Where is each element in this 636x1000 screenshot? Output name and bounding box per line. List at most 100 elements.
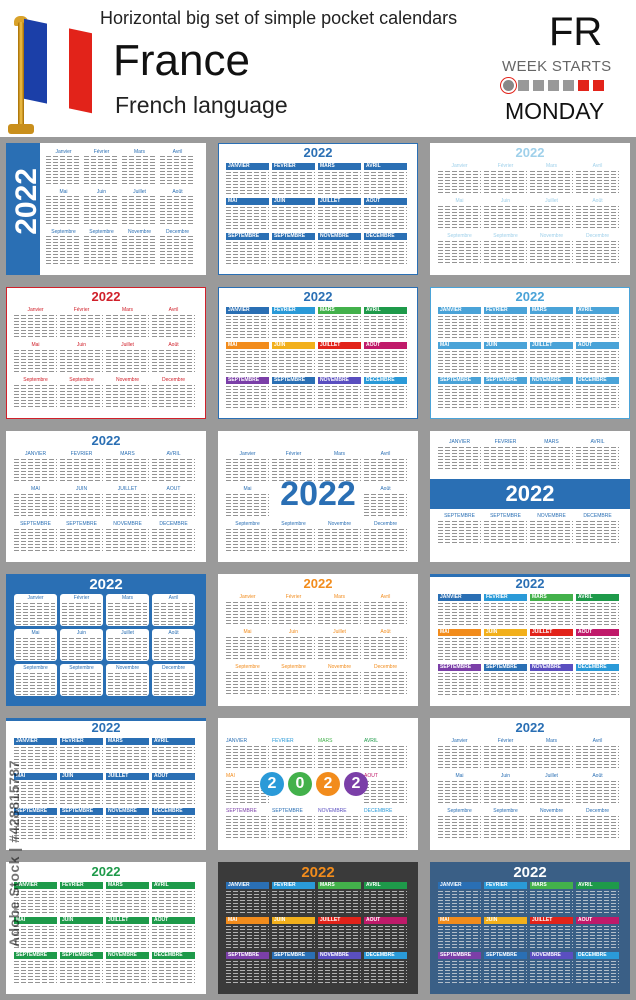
month-days-grid xyxy=(576,240,619,263)
month-days-grid xyxy=(14,781,57,805)
month-days-grid xyxy=(272,601,315,625)
month-block: Janvier xyxy=(14,594,57,627)
month-name: NOVEMBRE xyxy=(106,952,149,959)
month-days-grid xyxy=(364,671,407,695)
stock-watermark: Adobe Stock | #428815787 xyxy=(6,760,22,948)
month-days-grid xyxy=(108,637,147,661)
month-name: Juillet xyxy=(333,629,346,636)
month-block: Decembre xyxy=(152,664,195,697)
month-days-grid xyxy=(60,457,103,481)
month-name: AVRIL xyxy=(166,450,181,457)
month-name: Avril xyxy=(592,738,603,745)
month-name: JANVIER xyxy=(226,306,269,314)
month-days-grid xyxy=(46,156,81,184)
month-name: SEPTEMBRE xyxy=(444,512,475,519)
month-days-grid xyxy=(438,384,481,408)
month-name: Avril xyxy=(592,163,603,169)
month-block: Août xyxy=(576,198,619,228)
month-block: AVRIL xyxy=(576,439,619,469)
month-days-grid xyxy=(14,313,57,337)
month-days-grid xyxy=(152,457,195,481)
month-block: AVRIL xyxy=(364,738,407,769)
month-days-grid xyxy=(318,314,361,338)
month-days-grid xyxy=(530,384,573,408)
pocket-calendar-card: 2022 JANVIER FÉVRIER MARS AVRIL MAI JUIN JUILLE… xyxy=(0,425,212,569)
month-name: Septembre xyxy=(23,376,48,383)
month-days-grid xyxy=(152,527,195,551)
language-label: French language xyxy=(115,92,288,118)
month-days-grid xyxy=(530,780,573,804)
month-name: FÉVRIER xyxy=(70,450,93,457)
month-name: AVRIL xyxy=(590,438,605,445)
month-days-grid xyxy=(364,206,407,229)
month-block: FÉVRIER xyxy=(60,882,103,913)
month-name: SEPTEMBRE xyxy=(14,808,57,816)
month-days-grid xyxy=(438,314,481,338)
month-days-grid xyxy=(272,527,315,551)
month-name: JUILLET xyxy=(318,198,361,205)
month-block: AVRIL xyxy=(152,882,195,913)
month-days-grid xyxy=(318,601,361,625)
month-block: Février xyxy=(60,594,103,627)
pocket-calendar-card: 2022 JANVIER FÉVRIER MARS AVRIL MAI JUIN JUILLE… xyxy=(212,856,424,1000)
month-name: AOÛT xyxy=(364,917,407,924)
month-days-grid xyxy=(14,348,57,372)
month-days-grid xyxy=(272,314,315,338)
month-name: Mai xyxy=(31,630,40,637)
month-name: FÉVRIER xyxy=(272,738,294,745)
month-days-grid xyxy=(318,384,361,408)
month-block: Septembre xyxy=(272,521,315,551)
month-name: Février xyxy=(93,149,110,155)
month-name: Janvier xyxy=(451,738,468,745)
month-name: AVRIL xyxy=(364,163,407,170)
month-block: JUILLET xyxy=(530,917,573,948)
month-days-grid xyxy=(484,205,527,228)
month-name: SEPTEMBRE xyxy=(14,952,57,959)
month-block: JANVIER xyxy=(14,738,57,770)
month-block: SEPTEMBRE xyxy=(226,233,269,264)
month-name: JANVIER xyxy=(226,163,269,170)
month-days-grid xyxy=(122,196,157,224)
month-days-grid xyxy=(364,960,407,983)
month-days-grid xyxy=(106,781,149,805)
month-name: Decembre xyxy=(585,233,610,239)
month-days-grid xyxy=(226,815,269,839)
month-block: NOVEMBRE xyxy=(530,376,573,408)
month-days-grid xyxy=(226,960,269,983)
pocket-calendar-card: 2022 JANVIER FÉVRIER MARS AVRIL MAI JUIN JUILLE… xyxy=(424,568,636,712)
month-block: Avril xyxy=(576,163,619,193)
month-name: Juillet xyxy=(121,630,134,637)
month-name: Février xyxy=(73,306,90,313)
month-days-grid xyxy=(106,925,149,948)
month-days-grid xyxy=(530,745,573,769)
month-days-grid xyxy=(364,241,407,264)
month-block: Septembre xyxy=(60,664,103,697)
month-days-grid xyxy=(106,492,149,516)
month-block: FÉVRIER xyxy=(60,451,103,481)
month-days-grid xyxy=(106,890,149,913)
month-block: SEPTEMBRE xyxy=(438,952,481,983)
month-days-grid xyxy=(14,457,57,481)
month-block: Mars xyxy=(122,149,157,184)
month-block: Novembre xyxy=(530,808,573,839)
month-days-grid xyxy=(484,349,527,373)
month-days-grid xyxy=(106,457,149,481)
month-block: JUIN xyxy=(60,773,103,805)
month-block: Novembre xyxy=(318,664,361,695)
month-block: DECEMBRE xyxy=(364,233,407,264)
month-name: Juin xyxy=(96,189,107,195)
calendar-year: 2022 xyxy=(515,576,545,592)
month-days-grid xyxy=(364,457,407,481)
month-name: Decembre xyxy=(165,229,190,235)
calendar-year: 2022 xyxy=(91,720,121,736)
month-name: DECEMBRE xyxy=(576,664,619,672)
month-days-grid xyxy=(364,925,407,948)
month-days-grid xyxy=(484,745,527,769)
month-name: Septembre xyxy=(281,520,306,527)
month-days-grid xyxy=(318,241,361,264)
month-block: DECEMBRE xyxy=(576,376,619,408)
calendar-year: 2022 xyxy=(515,288,545,304)
month-name: Juin xyxy=(76,341,87,348)
month-name: AVRIL xyxy=(152,882,195,889)
month-days-grid xyxy=(576,445,619,469)
